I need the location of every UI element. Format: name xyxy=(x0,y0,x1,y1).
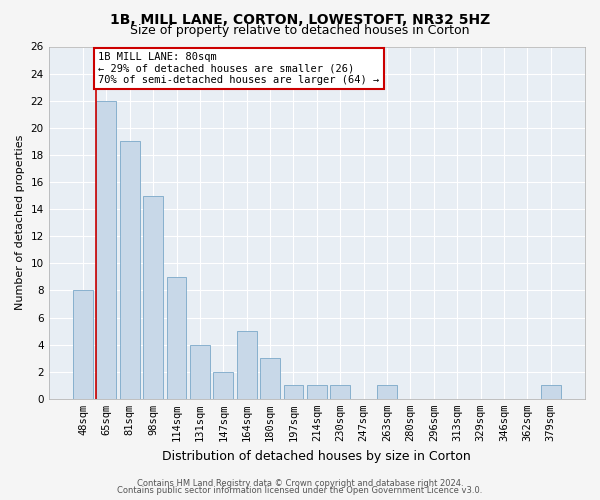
Bar xyxy=(73,290,93,399)
Text: Contains public sector information licensed under the Open Government Licence v3: Contains public sector information licen… xyxy=(118,486,482,495)
Bar xyxy=(284,386,304,399)
Bar xyxy=(167,277,187,399)
Text: Contains HM Land Registry data © Crown copyright and database right 2024.: Contains HM Land Registry data © Crown c… xyxy=(137,478,463,488)
Bar xyxy=(377,386,397,399)
Text: Size of property relative to detached houses in Corton: Size of property relative to detached ho… xyxy=(130,24,470,37)
Bar xyxy=(120,142,140,399)
X-axis label: Distribution of detached houses by size in Corton: Distribution of detached houses by size … xyxy=(163,450,471,462)
Bar xyxy=(237,331,257,399)
Bar xyxy=(97,100,116,399)
Bar xyxy=(330,386,350,399)
Y-axis label: Number of detached properties: Number of detached properties xyxy=(15,135,25,310)
Bar xyxy=(190,344,210,399)
Text: 1B MILL LANE: 80sqm
← 29% of detached houses are smaller (26)
70% of semi-detach: 1B MILL LANE: 80sqm ← 29% of detached ho… xyxy=(98,52,379,85)
Bar xyxy=(307,386,327,399)
Bar xyxy=(143,196,163,399)
Bar xyxy=(214,372,233,399)
Bar xyxy=(541,386,560,399)
Bar xyxy=(260,358,280,399)
Text: 1B, MILL LANE, CORTON, LOWESTOFT, NR32 5HZ: 1B, MILL LANE, CORTON, LOWESTOFT, NR32 5… xyxy=(110,12,490,26)
